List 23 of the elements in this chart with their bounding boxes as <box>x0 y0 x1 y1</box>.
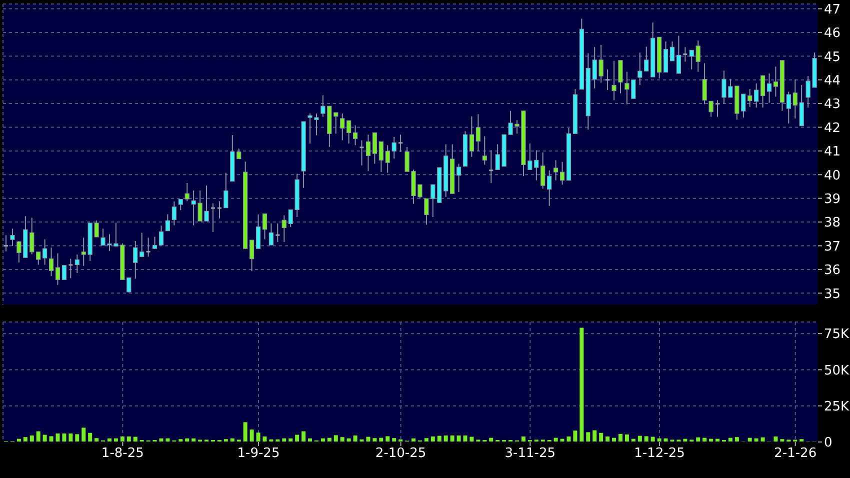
y-tick-label: 40 <box>824 168 841 184</box>
y-tick-label: 35 <box>824 286 841 302</box>
y-tick-label: 43 <box>824 97 841 112</box>
y-tick-label: 46 <box>824 26 841 42</box>
y-tick-label: 39 <box>824 192 841 207</box>
x-tick-label: 2-1-26 <box>774 446 817 462</box>
x-tick-label: 2-10-25 <box>375 446 426 462</box>
y-tick-label: 25K <box>824 399 850 414</box>
y-tick-label: 36 <box>824 263 841 278</box>
y-tick-label: 37 <box>824 239 841 254</box>
y-tick-label: 44 <box>824 73 841 88</box>
y-tick-label: 75K <box>824 327 850 342</box>
y-tick-label: 42 <box>824 120 841 136</box>
y-tick-label: 38 <box>824 216 841 231</box>
y-tick-label: 47 <box>824 2 841 18</box>
y-tick-label: 50K <box>824 363 850 378</box>
x-tick-label: 1-8-25 <box>101 446 144 462</box>
x-tick-label: 1-9-25 <box>237 446 280 462</box>
y-tick-label: 45 <box>824 50 841 65</box>
x-tick-label: 1-12-25 <box>634 446 685 462</box>
y-tick-label: 0 <box>824 436 832 451</box>
y-tick-label: 41 <box>824 144 841 160</box>
x-tick-label: 3-11-25 <box>504 446 556 462</box>
